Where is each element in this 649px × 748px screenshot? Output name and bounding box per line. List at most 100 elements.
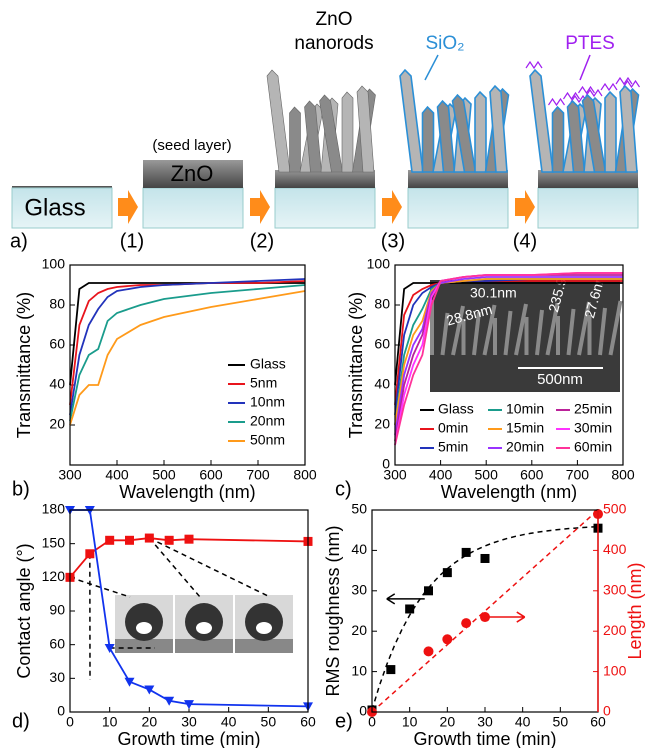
ptes-label: PTES: [565, 33, 615, 54]
y-tick-label: 100: [367, 256, 391, 272]
marker: [185, 535, 194, 544]
x-tick-label: 600: [199, 467, 223, 483]
legend-label: 30min: [574, 420, 612, 436]
x-tick-label: 10: [402, 714, 418, 730]
arrow: [250, 190, 270, 224]
panel-label: e): [335, 710, 353, 732]
inset-label: 30.1nm: [470, 285, 517, 301]
y-tick-label: 90: [49, 602, 65, 618]
x-tick-label: 400: [105, 467, 129, 483]
x-axis-label: Growth time (min): [413, 729, 556, 748]
y-tick-label: 0: [359, 703, 367, 719]
y-axis-label: Contact angle (°): [14, 543, 34, 678]
y-tick-label: 20: [351, 622, 367, 638]
legend-label: 5min: [438, 439, 468, 455]
ptes-chain: [526, 62, 542, 68]
x-tick-label: 50: [261, 714, 277, 730]
marker: [424, 586, 433, 595]
marker: [125, 536, 134, 545]
ptes-chain: [601, 84, 617, 90]
arrow: [382, 190, 402, 224]
y2-tick-label: 200: [603, 622, 627, 638]
x-tick-label: 0: [66, 714, 74, 730]
glass-block: [538, 188, 638, 228]
glass-block: [275, 188, 375, 228]
y-tick-label: 60: [374, 336, 390, 352]
x-tick-label: 40: [515, 714, 531, 730]
y-tick-label: 100: [42, 256, 66, 272]
marker: [386, 665, 395, 674]
step-label: (2): [250, 230, 274, 252]
x-tick-label: 400: [429, 467, 453, 483]
y-tick-label: 20: [374, 416, 390, 432]
marker: [461, 618, 471, 628]
x-tick-label: 300: [58, 467, 82, 483]
y-tick-label: 120: [42, 568, 66, 584]
y-tick-label: 30: [49, 669, 65, 685]
marker: [443, 568, 452, 577]
legend-label: 20nm: [250, 413, 285, 429]
marker: [424, 646, 434, 656]
nanorod: [342, 92, 353, 172]
x-tick-label: 700: [566, 467, 590, 483]
x-tick-label: 20: [440, 714, 456, 730]
seed-label: ZnO: [171, 161, 214, 186]
arrow: [118, 190, 138, 224]
silica-label: SiO₂: [425, 33, 464, 54]
nanorod: [605, 92, 616, 172]
glass-label: Glass: [24, 194, 85, 221]
y-tick-label: 10: [351, 662, 367, 678]
y-tick-label: 50: [351, 501, 367, 517]
x-tick-label: 30: [181, 714, 197, 730]
marker: [85, 549, 94, 558]
marker: [165, 536, 174, 545]
y2-tick-label: 0: [603, 703, 611, 719]
rods-label: nanorods: [294, 33, 373, 54]
x-axis-label: Wavelength (nm): [119, 482, 255, 502]
legend-label: 15min: [506, 420, 544, 436]
seed-note: (seed layer): [152, 137, 231, 154]
figure: Glass (seed layer) ZnO ZnO nanorods SiO₂…: [0, 0, 649, 748]
y-axis-label: RMS roughness (nm): [323, 525, 343, 696]
droplet-glint: [136, 622, 152, 634]
marker: [442, 634, 452, 644]
y-tick-label: 0: [382, 456, 390, 472]
schematic: Glass (seed layer) ZnO ZnO nanorods SiO₂…: [10, 9, 640, 252]
marker: [144, 686, 154, 695]
marker: [462, 548, 471, 557]
step-label: (3): [381, 230, 405, 252]
x-tick-label: 40: [221, 714, 237, 730]
y-axis-label: Transmittance (%): [346, 292, 366, 438]
marker: [480, 612, 490, 622]
x-tick-label: 500: [475, 467, 499, 483]
y-tick-label: 40: [374, 376, 390, 392]
y2-tick-label: 400: [603, 541, 627, 557]
nanorod: [475, 92, 486, 172]
x-tick-label: 800: [293, 467, 317, 483]
y2-axis-label: Length (nm): [625, 562, 645, 659]
legend-label: Glass: [438, 401, 474, 417]
seed-layer: [275, 170, 375, 188]
nanorod: [423, 107, 434, 172]
x-axis-label: Growth time (min): [117, 729, 260, 748]
step-label: (1): [120, 230, 144, 252]
y2-tick-label: 500: [603, 501, 627, 517]
y-tick-label: 150: [42, 534, 66, 550]
substrate: [235, 639, 293, 653]
marker: [481, 554, 490, 563]
droplet-glint: [256, 622, 272, 634]
rods-label: ZnO: [316, 9, 353, 30]
panel-label: c): [335, 478, 352, 500]
y-tick-label: 40: [49, 376, 65, 392]
legend-label: 60min: [574, 439, 612, 455]
guide: [149, 538, 200, 597]
nanorod: [290, 107, 301, 172]
marker: [145, 534, 154, 543]
arrow: [515, 190, 535, 224]
panel-label: b): [12, 478, 30, 500]
marker: [405, 604, 414, 613]
nanorod: [267, 70, 290, 172]
y-tick-label: 180: [42, 501, 66, 517]
legend-label: 0min: [438, 420, 468, 436]
ptes-chain: [549, 99, 565, 105]
